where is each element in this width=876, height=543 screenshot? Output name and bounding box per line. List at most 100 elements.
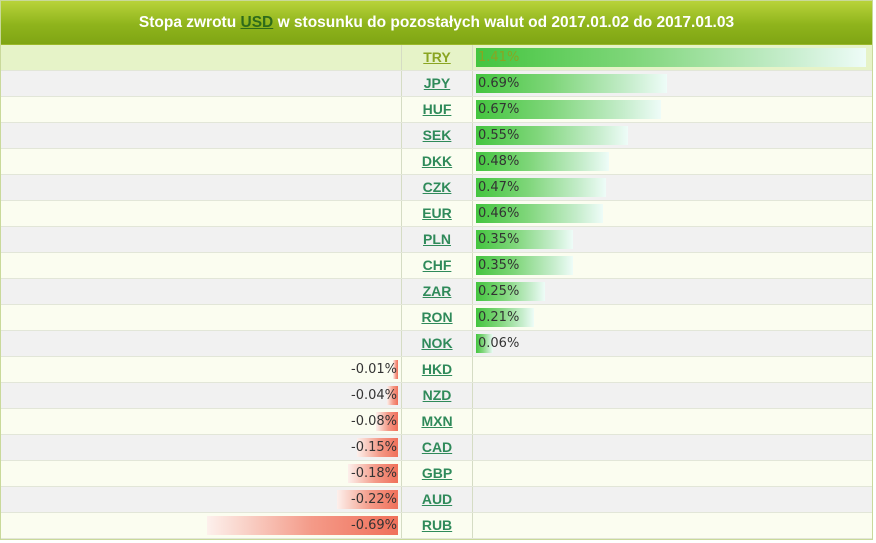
currency-rows: TRY 1.41% JPY 0.69% HUF 0.67% SEK 0.55% DKK 0.48%… <box>1 45 872 539</box>
negative-cell: -0.04% <box>1 383 402 408</box>
value-label: 0.35% <box>478 232 520 247</box>
value-label: -0.22% <box>351 492 397 507</box>
value-label: -0.15% <box>351 440 397 455</box>
currency-cell: MXN <box>402 409 473 434</box>
positive-cell <box>473 487 872 512</box>
currency-link-hkd[interactable]: HKD <box>421 361 453 377</box>
currency-cell: CHF <box>402 253 473 278</box>
bar <box>476 126 628 145</box>
value-label: 0.47% <box>478 180 520 195</box>
chart-row-sek: SEK 0.55% <box>1 123 872 149</box>
negative-cell <box>1 123 402 148</box>
positive-cell <box>473 383 872 408</box>
value-label: 0.48% <box>478 154 520 169</box>
bar <box>476 48 866 67</box>
chart-row-hkd: -0.01% HKD <box>1 357 872 383</box>
bar <box>348 464 398 483</box>
bar <box>476 74 667 93</box>
value-label: 0.35% <box>478 258 520 273</box>
bar <box>357 438 398 457</box>
currency-cell: PLN <box>402 227 473 252</box>
negative-cell <box>1 279 402 304</box>
currency-link-dkk[interactable]: DKK <box>421 153 453 169</box>
chart-row-dkk: DKK 0.48% <box>1 149 872 175</box>
positive-cell: 0.67% <box>473 97 872 122</box>
value-label: -0.18% <box>351 466 397 481</box>
chart-row-gbp: -0.18% GBP <box>1 461 872 487</box>
positive-cell: 0.46% <box>473 201 872 226</box>
negative-cell <box>1 175 402 200</box>
chart-row-chf: CHF 0.35% <box>1 253 872 279</box>
bar <box>476 152 609 171</box>
currency-cell: AUD <box>402 487 473 512</box>
bar <box>376 412 398 431</box>
value-label: -0.69% <box>351 518 397 533</box>
currency-cell: CAD <box>402 435 473 460</box>
currency-link-cad[interactable]: CAD <box>421 439 453 455</box>
currency-link-pln[interactable]: PLN <box>423 231 451 247</box>
positive-cell <box>473 513 872 538</box>
chart-row-pln: PLN 0.35% <box>1 227 872 253</box>
currency-cell: EUR <box>402 201 473 226</box>
negative-cell <box>1 253 402 278</box>
positive-cell <box>473 435 872 460</box>
bar <box>476 334 493 353</box>
currency-link-mxn[interactable]: MXN <box>421 413 453 429</box>
currency-cell: NOK <box>402 331 473 356</box>
currency-link-chf[interactable]: CHF <box>422 257 452 273</box>
currency-link-ron[interactable]: RON <box>421 309 453 325</box>
currency-link-nzd[interactable]: NZD <box>422 387 452 403</box>
currency-cell: NZD <box>402 383 473 408</box>
base-currency-link[interactable]: USD <box>240 13 274 31</box>
chart-row-rub: -0.69% RUB <box>1 513 872 539</box>
bar <box>387 386 398 405</box>
negative-cell <box>1 305 402 330</box>
value-label: -0.01% <box>351 362 397 377</box>
bar <box>476 204 603 223</box>
currency-link-zar[interactable]: ZAR <box>422 283 452 299</box>
currency-link-nok[interactable]: NOK <box>421 335 453 351</box>
currency-cell: HUF <box>402 97 473 122</box>
value-label: -0.08% <box>351 414 397 429</box>
chart-row-try: TRY 1.41% <box>1 45 872 71</box>
value-label: 0.46% <box>478 206 520 221</box>
currency-link-gbp[interactable]: GBP <box>421 465 453 481</box>
positive-cell: 0.69% <box>473 71 872 96</box>
positive-cell: 0.21% <box>473 305 872 330</box>
chart-row-ron: RON 0.21% <box>1 305 872 331</box>
chart-row-nok: NOK 0.06% <box>1 331 872 357</box>
positive-cell: 1.41% <box>473 45 872 70</box>
negative-cell: -0.18% <box>1 461 402 486</box>
positive-cell <box>473 461 872 486</box>
chart-row-zar: ZAR 0.25% <box>1 279 872 305</box>
negative-cell <box>1 45 402 70</box>
positive-cell: 0.06% <box>473 331 872 356</box>
bar <box>393 360 398 379</box>
bar <box>476 230 573 249</box>
chart-row-czk: CZK 0.47% <box>1 175 872 201</box>
positive-cell: 0.35% <box>473 227 872 252</box>
positive-cell: 0.25% <box>473 279 872 304</box>
currency-link-rub[interactable]: RUB <box>421 517 453 533</box>
value-label: 0.06% <box>478 336 520 351</box>
chart-row-huf: HUF 0.67% <box>1 97 872 123</box>
chart-row-jpy: JPY 0.69% <box>1 71 872 97</box>
currency-cell: TRY <box>402 45 473 70</box>
negative-cell: -0.69% <box>1 513 402 538</box>
currency-link-aud[interactable]: AUD <box>421 491 453 507</box>
positive-cell: 0.35% <box>473 253 872 278</box>
bar <box>207 516 398 535</box>
currency-link-huf[interactable]: HUF <box>422 101 452 117</box>
currency-cell: RUB <box>402 513 473 538</box>
bar <box>476 308 534 327</box>
value-label: 0.55% <box>478 128 520 143</box>
chart-title: Stopa zwrotu USD w stosunku do pozostały… <box>1 1 872 45</box>
currency-link-sek[interactable]: SEK <box>422 127 452 143</box>
currency-link-jpy[interactable]: JPY <box>423 75 451 91</box>
currency-link-czk[interactable]: CZK <box>422 179 452 195</box>
bar <box>476 282 545 301</box>
currency-link-try[interactable]: TRY <box>423 49 451 65</box>
value-label: -0.04% <box>351 388 397 403</box>
currency-link-eur[interactable]: EUR <box>422 205 452 221</box>
